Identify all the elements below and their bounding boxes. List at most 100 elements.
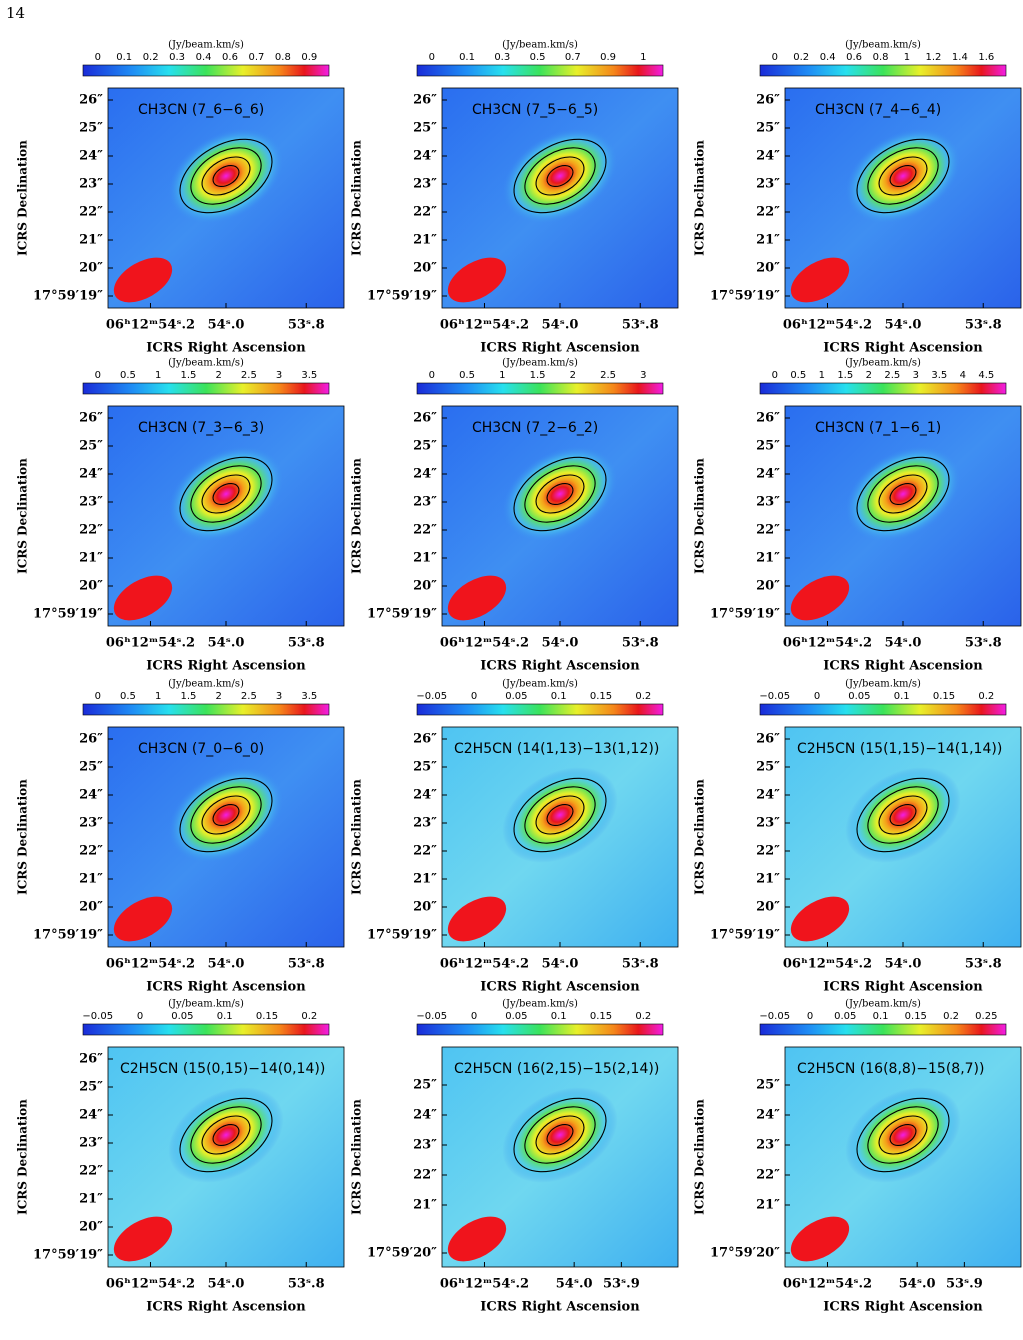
colorbar-tick-label: 2 — [215, 370, 221, 381]
y-tick-label: 22″ — [79, 205, 103, 220]
y-tick-label: 21″ — [756, 872, 780, 887]
colorbar-tick-label: 3 — [913, 370, 919, 381]
y-tick-label: 23″ — [413, 816, 437, 831]
x-axis-label: ICRS Right Ascension — [823, 341, 983, 356]
y-tick-label: 21″ — [413, 1198, 437, 1213]
y-tick-label: 17°59′19″ — [33, 607, 103, 622]
y-tick-label: 22″ — [756, 1168, 780, 1183]
colorbar-tick-label: 3.5 — [301, 691, 317, 702]
beam — [790, 1216, 850, 1262]
x-tick-label: 53ˢ.8 — [965, 957, 1002, 972]
y-tick-label: 20″ — [413, 579, 437, 594]
map-frame — [441, 1046, 679, 1268]
contour — [856, 777, 950, 853]
x-tick-label: 06ʰ12ᵐ54ˢ.2 — [440, 636, 529, 651]
beam — [113, 575, 173, 621]
x-axis-label: ICRS Right Ascension — [823, 659, 983, 674]
colorbar-tick-label: 0.7 — [565, 52, 581, 63]
colorbar-tick-label: 0.05 — [171, 1011, 193, 1022]
map-panel: (Jy/beam.km/s) −0.05 0 0.05 0.1 0.15 0.2 0.25 C2… — [693, 999, 1022, 1315]
colorbar-tick-label: 0 — [471, 691, 477, 702]
y-tick-label: 23″ — [79, 1136, 103, 1151]
colorbar — [416, 1023, 664, 1036]
y-tick-label: 26″ — [756, 732, 780, 747]
colorbar-tick-label: 3.5 — [931, 370, 947, 381]
map-title: CH3CN (7_5−6_5) — [472, 102, 598, 118]
y-tick-label: 26″ — [413, 732, 437, 747]
map-panel: (Jy/beam.km/s) −0.05 0 0.05 0.1 0.15 0.2 C2H5CN… — [350, 679, 679, 995]
y-tick-label: 20″ — [756, 579, 780, 594]
x-tick-label: 53ˢ.8 — [288, 957, 325, 972]
colorbar-tick-label: 0.05 — [848, 691, 870, 702]
colorbar-tick-label: 0 — [137, 1011, 143, 1022]
map-panel: (Jy/beam.km/s) 0 0.2 0.4 0.6 0.8 1 1.2 1.4 1.6 CH3… — [693, 40, 1022, 356]
map-title: C2H5CN (15(0,15)−14(0,14)) — [120, 1061, 325, 1077]
y-tick-label: 20″ — [756, 900, 780, 915]
y-tick-label: 26″ — [756, 93, 780, 108]
beam — [447, 1216, 507, 1262]
beam — [447, 896, 507, 942]
y-tick-label: 25″ — [413, 121, 437, 136]
contour — [524, 465, 596, 523]
y-tick-label: 24″ — [413, 1108, 437, 1123]
contour — [535, 1115, 585, 1155]
map-panel: (Jy/beam.km/s) 0 0.5 1 1.5 2 2.5 3 CH3CN (7_2−6_… — [350, 358, 679, 674]
colorbar-tick-label: 0.8 — [873, 52, 889, 63]
x-tick-label: 53ˢ.8 — [288, 318, 325, 333]
x-tick-label: 54ˢ.0 — [885, 957, 922, 972]
y-tick-label: 20″ — [756, 261, 780, 276]
colorbar-tick-label: −0.05 — [82, 1011, 113, 1022]
map-title: CH3CN (7_1−6_1) — [815, 420, 941, 436]
contour — [212, 164, 240, 188]
colorbar-tick-label: 0.2 — [793, 52, 809, 63]
colorbar-tick-label: 0.6 — [846, 52, 862, 63]
y-tick-label: 26″ — [756, 411, 780, 426]
y-tick-label: 22″ — [413, 205, 437, 220]
y-axis-label: ICRS Declination — [693, 458, 707, 574]
colorbar-unit: (Jy/beam.km/s) — [502, 679, 578, 690]
y-tick-label: 26″ — [79, 1052, 103, 1067]
colorbar-tick-label: 0.5 — [530, 52, 546, 63]
beam — [447, 575, 507, 621]
y-tick-label: 25″ — [413, 760, 437, 775]
y-axis-label: ICRS Declination — [350, 458, 364, 574]
page-number: 14 — [6, 4, 25, 22]
y-tick-label: 25″ — [756, 1078, 780, 1093]
colorbar-tick-label: 0.05 — [834, 1011, 856, 1022]
x-tick-label: 53ˢ.9 — [603, 1277, 640, 1292]
colorbar-tick-label: 0.05 — [505, 691, 527, 702]
y-tick-label: 21″ — [413, 551, 437, 566]
colorbar-tick-label: 0.7 — [248, 52, 264, 63]
y-axis-label: ICRS Declination — [693, 779, 707, 895]
x-tick-label: 54ˢ.0 — [208, 636, 245, 651]
y-tick-label: 17°59′20″ — [710, 1246, 780, 1261]
beam — [447, 257, 507, 303]
y-tick-label: 17°59′20″ — [367, 1246, 437, 1261]
y-tick-label: 20″ — [413, 900, 437, 915]
y-tick-label: 21″ — [79, 551, 103, 566]
x-axis-label: ICRS Right Ascension — [146, 980, 306, 995]
colorbar-tick-label: 0.1 — [551, 1011, 567, 1022]
contour — [867, 786, 939, 844]
map-title: CH3CN (7_6−6_6) — [138, 102, 264, 118]
colorbar-unit: (Jy/beam.km/s) — [168, 40, 244, 51]
colorbar-unit: (Jy/beam.km/s) — [845, 999, 921, 1010]
colorbar-unit: (Jy/beam.km/s) — [502, 40, 578, 51]
x-tick-label: 06ʰ12ᵐ54ˢ.2 — [783, 318, 872, 333]
colorbar-unit: (Jy/beam.km/s) — [845, 40, 921, 51]
y-axis-label: ICRS Declination — [16, 458, 30, 574]
y-tick-label: 23″ — [79, 177, 103, 192]
colorbar-tick-label: 3 — [640, 370, 646, 381]
contour — [889, 803, 917, 827]
colorbar-tick-label: 0.3 — [169, 52, 185, 63]
x-tick-label: 53ˢ.8 — [965, 318, 1002, 333]
contour — [190, 147, 262, 205]
colorbar — [416, 64, 664, 77]
x-tick-label: 06ʰ12ᵐ54ˢ.2 — [106, 1277, 195, 1292]
contour — [212, 803, 240, 827]
colorbar-tick-label: 1 — [499, 370, 505, 381]
colorbar-tick-label: 0.1 — [894, 691, 910, 702]
colorbar-tick-label: 1 — [640, 52, 646, 63]
y-tick-label: 23″ — [79, 495, 103, 510]
x-tick-label: 54ˢ.0 — [885, 318, 922, 333]
